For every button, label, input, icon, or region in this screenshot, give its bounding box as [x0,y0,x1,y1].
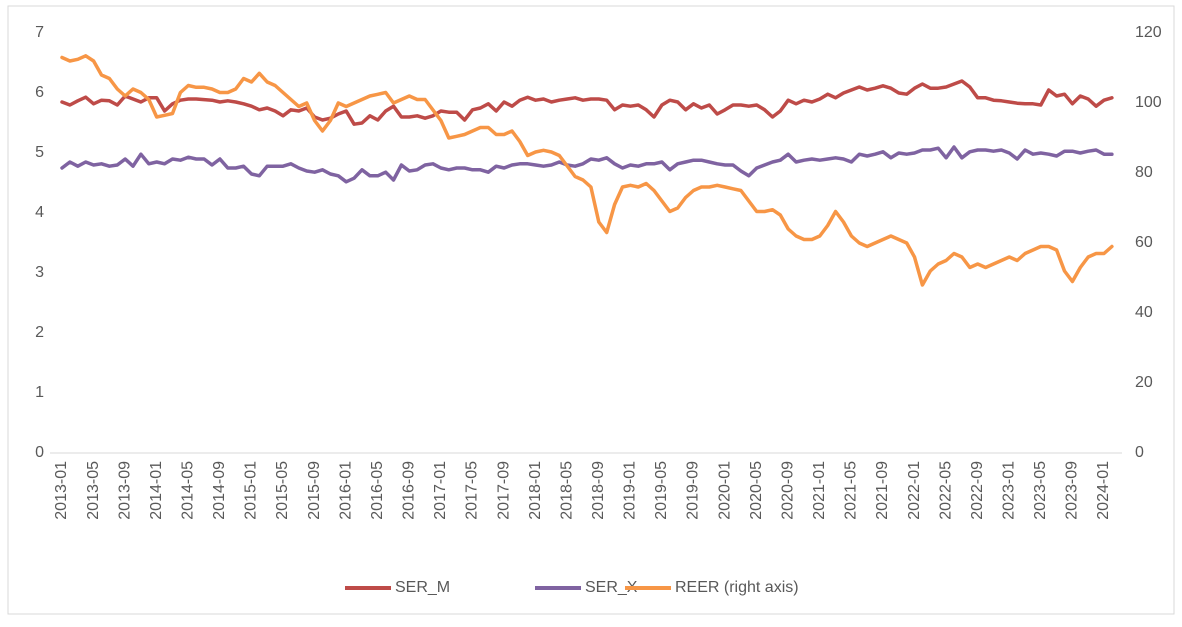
x-tick-label: 2014-01 [148,461,165,520]
y-tick-label: 1 [35,384,44,401]
x-tick-label: 2017-05 [464,461,481,520]
y-tick-label: 5 [35,144,44,161]
x-tick-label: 2023-05 [1032,461,1049,520]
x-tick-label: 2022-09 [969,461,986,520]
x-tick-label: 2020-01 [716,461,733,520]
x-tick-label: 2022-01 [906,461,923,520]
x-tick-label: 2013-05 [85,461,102,520]
y-tick-label: 3 [35,264,44,281]
series-line [60,79,1114,126]
y2-tick-label: 60 [1135,234,1153,251]
y2-tick-label: 20 [1135,374,1153,391]
x-tick-label: 2022-05 [937,461,954,520]
x-tick-label: 2019-09 [685,461,702,520]
x-tick-label: 2021-01 [811,461,828,520]
x-tick-label: 2016-09 [401,461,418,520]
legend-label: REER (right axis) [675,579,799,596]
legend-label: SER_X [585,579,638,596]
x-tick-label: 2014-05 [180,461,197,520]
x-tick-label: 2015-01 [243,461,260,520]
x-tick-label: 2023-01 [1000,461,1017,520]
x-tick-label: 2015-09 [306,461,323,520]
y2-tick-label: 40 [1135,304,1153,321]
x-tick-label: 2018-09 [590,461,607,520]
x-tick-label: 2017-01 [432,461,449,520]
y-tick-label: 7 [35,24,44,41]
y2-tick-label: 0 [1135,444,1144,461]
y-tick-label: 6 [35,84,44,101]
legend-label: SER_M [395,579,450,596]
x-tick-label: 2019-01 [622,461,639,520]
y-tick-label: 0 [35,444,44,461]
x-tick-label: 2021-09 [874,461,891,520]
x-tick-label: 2021-05 [843,461,860,520]
x-tick-label: 2016-01 [337,461,354,520]
x-tick-label: 2018-01 [527,461,544,520]
x-tick-label: 2013-01 [53,461,70,520]
x-tick-label: 2023-09 [1064,461,1081,520]
x-tick-label: 2020-09 [779,461,796,520]
x-tick-label: 2015-05 [274,461,291,520]
y-tick-label: 2 [35,324,44,341]
y2-tick-label: 100 [1135,94,1162,111]
y2-tick-label: 80 [1135,164,1153,181]
x-tick-label: 2016-05 [369,461,386,520]
chart-border [7,5,1175,615]
series-line [60,145,1114,184]
x-tick-label: 2019-05 [653,461,670,520]
x-tick-label: 2017-09 [495,461,512,520]
x-tick-label: 2013-09 [116,461,133,520]
y2-tick-label: 120 [1135,24,1162,41]
x-tick-label: 2014-09 [211,461,228,520]
x-tick-label: 2024-01 [1095,461,1112,520]
x-tick-label: 2020-05 [748,461,765,520]
x-tick-label: 2018-05 [558,461,575,520]
series-line [60,54,1114,287]
y-tick-label: 4 [35,204,44,221]
